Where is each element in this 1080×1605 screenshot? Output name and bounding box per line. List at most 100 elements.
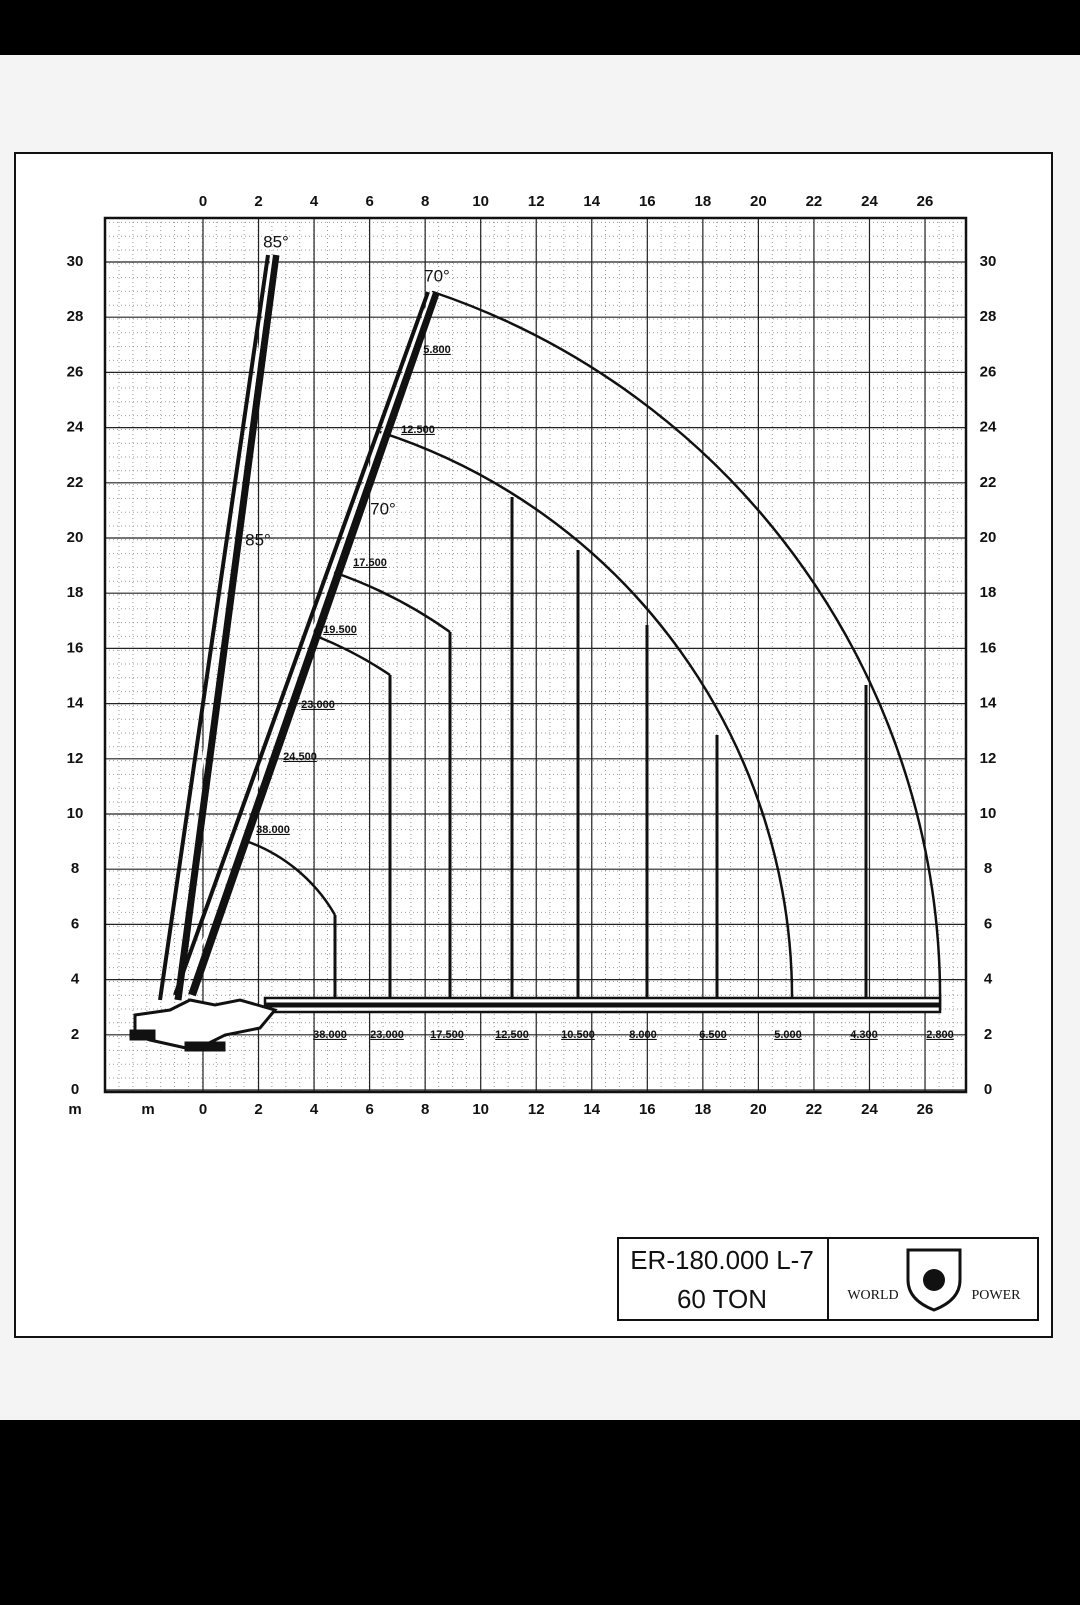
x-tick-label: 24 — [861, 1101, 878, 1118]
boom-load-label: 5.800 — [423, 344, 451, 356]
y-tick-label: 2 — [71, 1026, 79, 1043]
arc-19500 — [315, 634, 391, 677]
radius-load-label: 23.000 — [370, 1029, 404, 1041]
logo-mark — [923, 1269, 945, 1291]
y-tick-label: 20 — [980, 529, 997, 546]
x-tick-label: 2 — [254, 193, 262, 210]
y-tick-label: 14 — [980, 695, 997, 712]
drop-lines — [333, 497, 868, 1005]
x-tick-label: 14 — [583, 193, 600, 210]
boom-load-label: 17.500 — [353, 557, 387, 569]
x-tick-label: 20 — [750, 1101, 767, 1118]
outrigger — [129, 1029, 156, 1041]
x-tick-label: 6 — [365, 193, 373, 210]
unit-label: m — [68, 1101, 81, 1118]
radius-load-label: 8.000 — [629, 1029, 657, 1041]
radius-load-label: 12.500 — [495, 1029, 529, 1041]
x-tick-label: 8 — [421, 1101, 429, 1118]
arc-17500 — [332, 570, 451, 634]
y-tick-label: 4 — [984, 971, 993, 988]
boom-angle: 85° — [245, 530, 271, 549]
x-tick-label: 12 — [528, 1101, 545, 1118]
y-tick-label: 6 — [71, 915, 79, 932]
y-tick-label: 6 — [984, 915, 992, 932]
x-tick-label: 18 — [695, 1101, 712, 1118]
radius-load-label: 5.000 — [774, 1029, 802, 1041]
y-tick-label: 16 — [980, 639, 997, 656]
brand-left: WORLD — [847, 1288, 898, 1303]
boom-angle: 85° — [263, 232, 289, 251]
y-tick-label: 10 — [980, 805, 997, 822]
x-tick-label: 16 — [639, 193, 656, 210]
x-tick-label: 0 — [199, 193, 207, 210]
y-tick-label: 26 — [67, 363, 84, 380]
y-tick-label: 14 — [67, 695, 84, 712]
radius-load-label: 10.500 — [561, 1029, 595, 1041]
radius-load-label: 38.000 — [313, 1029, 347, 1041]
x-tick-label: 4 — [310, 193, 319, 210]
x-tick-label: 8 — [421, 193, 429, 210]
y-tick-label: 10 — [67, 805, 84, 822]
x-tick-label: 0 — [199, 1101, 207, 1118]
radius-load-label: 2.800 — [926, 1029, 954, 1041]
y-tick-label: 30 — [980, 253, 997, 270]
y-tick-label: 22 — [980, 474, 997, 491]
y-tick-label: 18 — [67, 584, 84, 601]
labels: 0022446688101012121414161618182020222224… — [67, 193, 997, 1118]
plot-frame — [103, 216, 968, 1094]
y-tick-label: 16 — [67, 639, 84, 656]
top-bar — [0, 0, 1080, 55]
y-tick-label: 24 — [980, 419, 997, 436]
y-tick-label: 4 — [71, 971, 80, 988]
x-tick-label: 22 — [806, 193, 823, 210]
bottom-bar — [0, 1420, 1080, 1600]
x-tick-label: 4 — [310, 1101, 319, 1118]
boom-load-label: 12.500 — [401, 424, 435, 436]
y-tick-label: 28 — [67, 308, 84, 325]
outer-arc — [432, 290, 942, 1009]
y-tick-label: 8 — [71, 860, 79, 877]
model: ER-180.000 L-7 — [630, 1245, 814, 1275]
boom-load-label: 38.000 — [256, 824, 290, 836]
radius-load-label: 17.500 — [430, 1029, 464, 1041]
x-tick-label: 10 — [472, 1101, 489, 1118]
y-tick-label: 2 — [984, 1026, 992, 1043]
boom-load-label: 19.500 — [323, 624, 357, 636]
x-tick-label: 2 — [254, 1101, 262, 1118]
y-tick-label: 12 — [67, 750, 84, 767]
x-tick-label: 6 — [365, 1101, 373, 1118]
y-tick-label: 24 — [67, 419, 84, 436]
boom-load-label: 24.500 — [283, 751, 317, 763]
y-tick-label: 18 — [980, 584, 997, 601]
brand-right: POWER — [972, 1288, 1022, 1303]
crane-drawing — [129, 254, 942, 1052]
boom-angle: 70° — [424, 266, 450, 285]
radius-load-label: 4.300 — [850, 1029, 878, 1041]
arc-38000 — [242, 838, 337, 916]
y-tick-label: 22 — [67, 474, 84, 491]
title-block: ER-180.000 L-7 60 TON WORLD POWER — [617, 1237, 1039, 1321]
x-tick-label: 10 — [472, 193, 489, 210]
x-tick-label: 26 — [917, 1101, 934, 1118]
y-tick-label: 0 — [71, 1081, 79, 1098]
y-tick-label: 28 — [980, 308, 997, 325]
x-tick-label: 18 — [695, 193, 712, 210]
outer-frame — [14, 152, 1053, 1338]
x-tick-label: 20 — [750, 193, 767, 210]
capacity: 60 TON — [677, 1284, 767, 1314]
boom-angle: 70° — [370, 499, 396, 518]
y-tick-label: 30 — [67, 253, 84, 270]
outrigger — [184, 1041, 226, 1052]
y-tick-label: 20 — [67, 529, 84, 546]
y-tick-label: 26 — [980, 363, 997, 380]
x-tick-label: 22 — [806, 1101, 823, 1118]
unit-label: m — [141, 1101, 154, 1118]
x-tick-label: 12 — [528, 193, 545, 210]
y-tick-label: 0 — [984, 1081, 992, 1098]
y-tick-label: 12 — [980, 750, 997, 767]
x-tick-label: 16 — [639, 1101, 656, 1118]
x-tick-label: 24 — [861, 193, 878, 210]
boom-load-label: 23.000 — [301, 699, 335, 711]
